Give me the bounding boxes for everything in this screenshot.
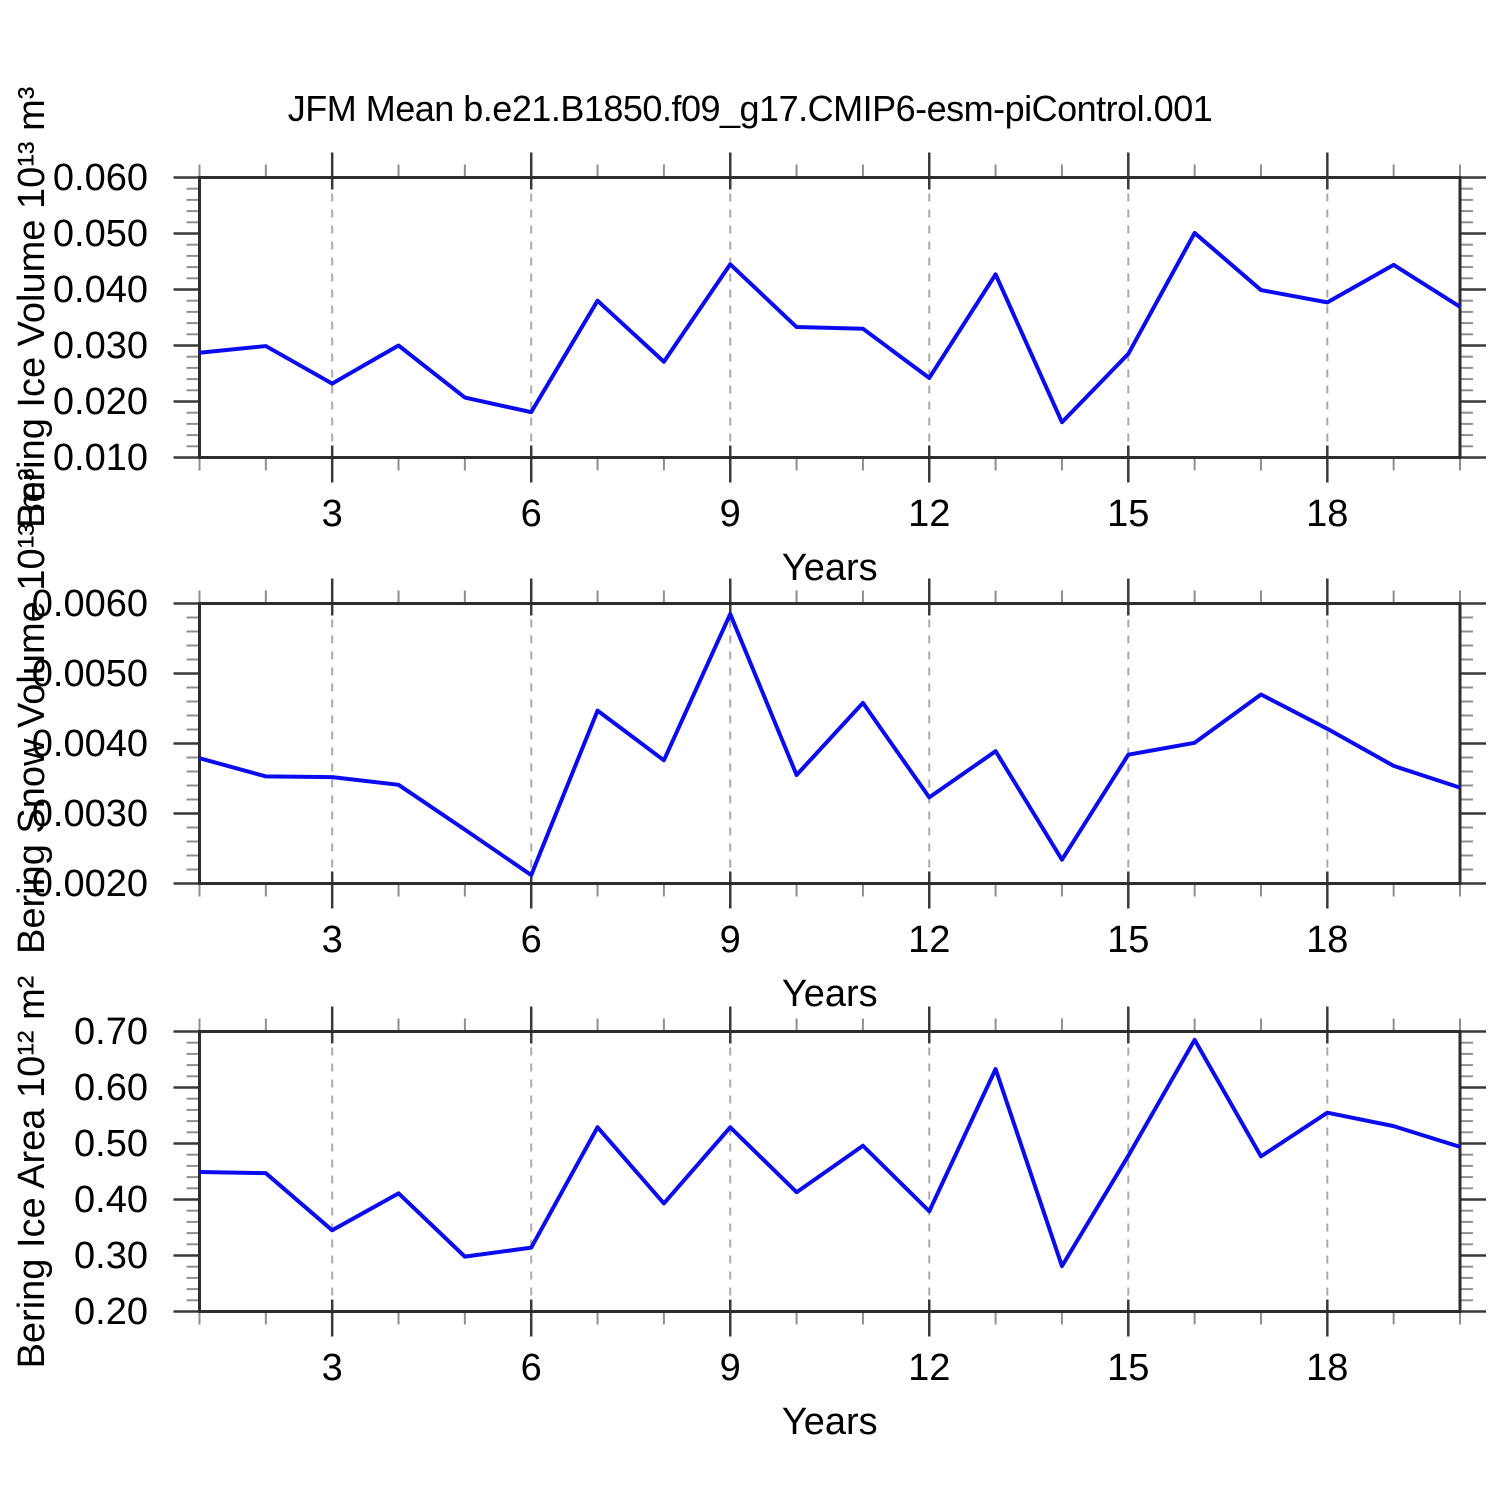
y-tick-label: 0.0040 (31, 722, 148, 765)
x-tick-label: 9 (719, 918, 741, 961)
y-tick-label: 0.020 (52, 380, 148, 423)
data-line (199, 230, 1462, 425)
x-tick-label: 9 (719, 1346, 741, 1389)
y-tick-label: 0.60 (74, 1066, 148, 1109)
x-axis-title-snow-volume: Years (781, 972, 878, 1015)
x-tick-label: 3 (321, 492, 343, 535)
y-tick-label: 0.040 (52, 268, 148, 311)
x-tick-label: 12 (908, 492, 951, 535)
y-tick-label: 0.70 (74, 1010, 148, 1053)
y-tick-label: 0.30 (74, 1234, 148, 1277)
x-axis-title-ice-volume: Years (781, 546, 878, 589)
y-tick-label: 0.0020 (31, 862, 148, 905)
x-tick-label: 15 (1107, 492, 1150, 535)
x-tick-label: 3 (321, 1346, 343, 1389)
y-tick-label: 0.010 (52, 436, 148, 479)
page-title: JFM Mean b.e21.B1850.f09_g17.CMIP6-esm-p… (287, 88, 1213, 129)
plot-frame (198, 176, 1462, 459)
x-tick-label: 15 (1107, 1346, 1150, 1389)
y-tick-label: 0.20 (74, 1290, 148, 1333)
x-tick-label: 9 (719, 492, 741, 535)
y-tick-label: 0.060 (52, 156, 148, 199)
x-tick-label: 3 (321, 918, 343, 961)
y-axis-title-ice-area: Bering Ice Area 10¹² m² (11, 975, 53, 1368)
x-tick-label: 18 (1306, 918, 1349, 961)
x-tick-label: 6 (520, 1346, 542, 1389)
x-tick-label: 6 (520, 492, 542, 535)
x-tick-label: 15 (1107, 918, 1150, 961)
data-line (199, 1037, 1461, 1269)
y-tick-label: 0.030 (52, 324, 148, 367)
x-tick-label: 12 (908, 1346, 951, 1389)
x-tick-label: 18 (1306, 492, 1349, 535)
plot-frame (198, 602, 1462, 885)
x-tick-label: 12 (908, 918, 951, 961)
y-tick-label: 0.050 (52, 212, 148, 255)
y-tick-label: 0.50 (74, 1122, 148, 1165)
x-tick-label: 6 (520, 918, 542, 961)
y-tick-label: 0.0060 (31, 582, 148, 625)
x-tick-label: 18 (1306, 1346, 1349, 1389)
x-axis-title-ice-area: Years (781, 1400, 878, 1443)
data-line (198, 612, 1461, 878)
plot-frame (198, 1030, 1462, 1313)
y-tick-label: 0.0050 (31, 652, 148, 695)
y-tick-label: 0.40 (74, 1178, 148, 1221)
y-tick-label: 0.0030 (31, 792, 148, 835)
